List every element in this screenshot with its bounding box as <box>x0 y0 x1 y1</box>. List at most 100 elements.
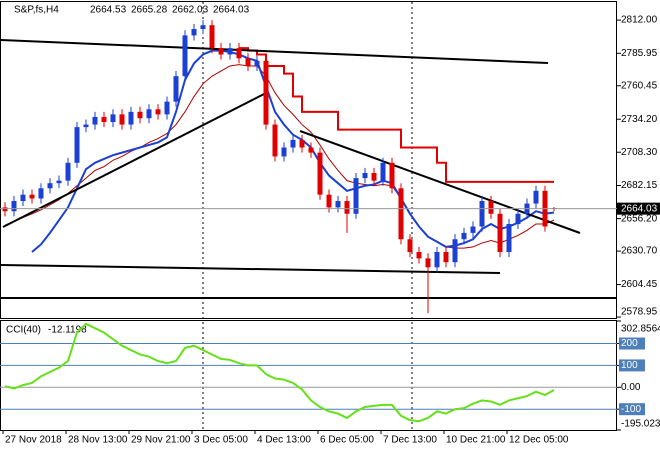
candle-body <box>29 194 35 199</box>
x-tick-label: 6 Dec 05:00 <box>320 435 374 446</box>
y-tick-label: 2734.20 <box>621 114 658 125</box>
candle-body <box>38 188 44 199</box>
candle-body <box>344 201 350 214</box>
trendline <box>299 130 581 234</box>
candle-body <box>470 226 476 233</box>
y-tick-label: -195.0233 <box>621 419 660 430</box>
y-tick-label: 2578.95 <box>621 307 658 318</box>
candle-body <box>515 213 521 224</box>
candle-body <box>452 239 458 263</box>
candle-body <box>398 188 404 240</box>
candle-body <box>407 239 413 252</box>
x-tick-label: 29 Nov 21:00 <box>131 435 191 446</box>
level-label-box <box>619 359 645 372</box>
candle-body <box>362 172 368 179</box>
x-tick-label: 3 Dec 05:00 <box>194 435 248 446</box>
candle-body <box>146 109 152 119</box>
cci-panel <box>0 320 617 431</box>
candle-body <box>425 258 431 268</box>
ohlc-close: 2664.03 <box>213 5 250 16</box>
candle-body <box>47 183 53 189</box>
x-tick-label: 28 Nov 13:00 <box>68 435 128 446</box>
y-tick-label: 2656.20 <box>621 213 658 224</box>
level-label-box <box>619 403 645 416</box>
symbol-title: S&P,fs,H4 <box>14 5 59 16</box>
candle-body <box>317 152 323 195</box>
candle-body <box>254 60 260 66</box>
trendline <box>0 39 549 64</box>
y-tick-label: 2812.00 <box>621 15 658 26</box>
trendline <box>0 264 501 274</box>
candle-body <box>137 111 143 119</box>
candle-body <box>326 194 332 208</box>
cci-value: -12.1198 <box>48 325 87 336</box>
y-tick-label: 302.8564 <box>621 324 660 335</box>
candle-body <box>461 232 467 240</box>
candle-body <box>290 139 296 148</box>
x-tick-label: 4 Dec 13:00 <box>257 435 311 446</box>
candle-body <box>533 190 539 204</box>
level-label-box <box>619 337 645 350</box>
candle-body <box>380 162 386 181</box>
candle-body <box>335 201 341 208</box>
y-tick-label: 2630.70 <box>621 246 658 257</box>
last-price-label: 2664.03 <box>621 203 658 214</box>
y-tick-label: 100 <box>621 360 638 371</box>
candle-body <box>101 116 107 123</box>
candle-body <box>83 124 89 128</box>
candle-body <box>479 201 485 227</box>
trendline <box>2 91 269 228</box>
indicator-line <box>4 322 555 423</box>
candle-body <box>497 213 503 252</box>
candle-body <box>200 25 206 30</box>
candle-body <box>128 111 134 125</box>
x-tick-label: 10 Dec 21:00 <box>446 435 506 446</box>
candle-body <box>191 29 197 36</box>
indicator-line <box>4 64 555 249</box>
y-tick-label: 2682.15 <box>621 180 658 191</box>
candle-body <box>434 251 440 268</box>
y-tick-label: 2708.30 <box>621 147 658 158</box>
candle-body <box>209 25 215 49</box>
candle-body <box>353 178 359 214</box>
candle-body <box>182 35 188 77</box>
candle-body <box>299 139 305 148</box>
candle-body <box>389 162 395 189</box>
candle-body <box>119 114 125 125</box>
indicator-line <box>239 47 554 183</box>
trendlines <box>0 39 616 299</box>
candle-body <box>65 162 71 181</box>
candle-body <box>164 101 170 115</box>
candle-body <box>506 223 512 252</box>
cci-title: CCI(40) <box>6 325 41 336</box>
candle-body <box>2 207 8 212</box>
ohlc-high: 2665.28 <box>131 5 168 16</box>
ohlc-low: 2662.03 <box>172 5 209 16</box>
candle-body <box>92 116 98 125</box>
candle-body <box>488 201 494 214</box>
candle-body <box>371 172 377 181</box>
ohlc-open: 2664.53 <box>90 5 127 16</box>
y-tick-label: 2604.45 <box>621 279 658 290</box>
x-tick-label: 7 Dec 13:00 <box>383 435 437 446</box>
candle-body <box>173 76 179 102</box>
candle-body <box>74 127 80 163</box>
x-tick-label: 27 Nov 2018 <box>5 435 62 446</box>
candle-body <box>218 48 224 55</box>
y-tick-label: 0.00 <box>621 382 641 393</box>
candle-body <box>236 48 242 59</box>
candle-body <box>308 147 314 153</box>
candle-body <box>20 194 26 202</box>
candle-body <box>11 201 17 212</box>
y-tick-label: 2785.95 <box>621 48 658 59</box>
x-tick-label: 12 Dec 05:00 <box>509 435 569 446</box>
y-tick-label: -100 <box>621 404 641 415</box>
candle-body <box>227 48 233 55</box>
y-tick-label: 2760.45 <box>621 80 658 91</box>
candle-body <box>443 251 449 263</box>
price-panel <box>0 1 617 319</box>
candle-body <box>110 114 116 123</box>
candle-body <box>56 180 62 184</box>
